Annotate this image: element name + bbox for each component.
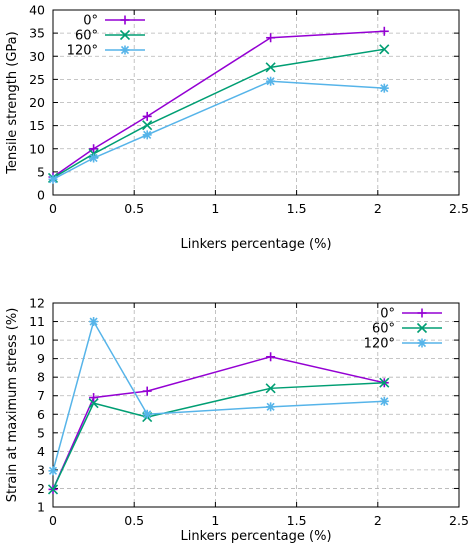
data-point (89, 393, 99, 403)
y-tick-label: 4 (37, 444, 45, 459)
y-tick-label: 1 (37, 500, 45, 515)
legend-marker (120, 15, 130, 25)
data-point (142, 111, 152, 121)
legend-marker (417, 338, 427, 348)
series-3 (48, 76, 389, 184)
data-point (266, 33, 276, 43)
y-tick-label: 6 (37, 407, 45, 422)
legend: 0°60°120° (364, 307, 442, 352)
y-tick-label: 0 (37, 188, 45, 203)
y-tick-label: 25 (29, 72, 45, 87)
y-tick-label: 11 (29, 314, 45, 329)
series-3 (48, 317, 389, 476)
x-axis-label: Linkers percentage (%) (180, 237, 331, 252)
series-2 (47, 377, 390, 495)
data-point (266, 402, 276, 412)
y-tick-label: 3 (37, 462, 45, 477)
data-point (142, 130, 152, 140)
y-tick-label: 40 (29, 3, 45, 18)
y-tick-label: 30 (29, 49, 45, 64)
series-line (52, 381, 385, 490)
y-tick-label: 5 (37, 164, 45, 179)
legend: 0°60°120° (67, 14, 145, 59)
y-tick-label: 5 (37, 425, 45, 440)
data-point (379, 83, 389, 93)
y-tick-label: 35 (29, 26, 45, 41)
legend-label: 60° (75, 29, 98, 44)
data-point (89, 144, 99, 154)
data-point (48, 174, 58, 184)
x-tick-label: 1 (211, 513, 219, 528)
data-point (142, 409, 152, 419)
legend-label: 0° (83, 14, 98, 29)
series-line (52, 48, 385, 179)
x-tick-label: 1.5 (287, 513, 307, 528)
data-point (379, 377, 390, 388)
data-point (379, 44, 390, 55)
legend-marker (120, 45, 130, 55)
series-1 (48, 352, 389, 494)
legend-marker (417, 308, 427, 318)
x-tick-label: 2.5 (449, 201, 469, 216)
x-tick-label: 2.5 (449, 513, 469, 528)
legend-label: 0° (380, 307, 395, 322)
y-tick-label: 15 (29, 118, 45, 133)
data-point (88, 398, 99, 409)
x-tick-label: 0.5 (124, 513, 144, 528)
data-point (89, 317, 99, 327)
legend-label: 120° (67, 44, 98, 59)
x-tick-label: 2 (374, 201, 382, 216)
legend-label: 120° (364, 337, 395, 352)
y-tick-label: 8 (37, 370, 45, 385)
data-point (48, 466, 58, 476)
y-tick-label: 12 (29, 296, 45, 311)
y-axis-label: Strain at maximum stress (%) (5, 308, 20, 503)
y-tick-label: 20 (29, 95, 45, 110)
y-axis-label: Tensile strength (GPa) (5, 31, 20, 174)
series-2 (47, 44, 390, 183)
x-tick-label: 0.5 (124, 201, 144, 216)
data-point (265, 62, 276, 73)
data-point (266, 352, 276, 362)
grid (53, 303, 459, 507)
x-axis-label: Linkers percentage (%) (180, 529, 331, 544)
x-tick-label: 0 (49, 513, 57, 528)
data-point (379, 396, 389, 406)
y-tick-label: 7 (37, 388, 45, 403)
y-tick-label: 2 (37, 481, 45, 496)
y-tick-label: 10 (29, 141, 45, 156)
x-tick-label: 1 (211, 201, 219, 216)
data-point (142, 386, 152, 396)
legend-marker (119, 29, 131, 41)
data-point (379, 26, 389, 36)
data-point (142, 120, 153, 131)
plot-frame (52, 302, 460, 508)
y-tick-label: 9 (37, 351, 45, 366)
chart-panel-1: 0 0.5 1 1.5 2 2.5 0 5 10 15 20 25 30 35 40 Linkers perc… (5, 3, 469, 253)
data-point (89, 153, 99, 163)
y-tick-label: 10 (29, 333, 45, 348)
series-line (52, 356, 385, 490)
x-tick-label: 1.5 (287, 201, 307, 216)
x-tick-label: 0 (49, 201, 57, 216)
data-point (47, 484, 59, 495)
legend-marker (416, 322, 428, 334)
data-point (265, 383, 276, 394)
legend-label: 60° (372, 322, 395, 337)
x-tick-label: 2 (374, 513, 382, 528)
grid (53, 10, 459, 195)
series-line (52, 80, 385, 180)
data-point (266, 76, 276, 86)
